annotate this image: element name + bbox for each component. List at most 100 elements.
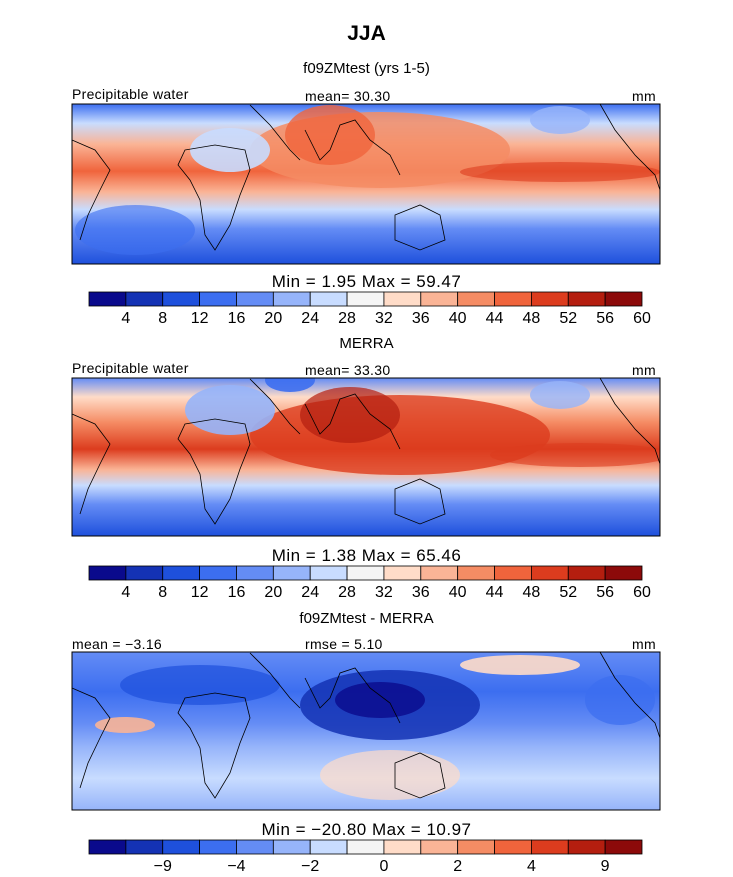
colorbar-3-swatch (162, 839, 201, 855)
panel-3-units-label: mm (632, 636, 656, 652)
colorbar-3-swatch (567, 839, 606, 855)
panel-3-min-max: Min = −20.80 Max = 10.97 (261, 820, 472, 839)
colorbar-2-tick-label: 52 (559, 584, 577, 601)
colorbar-1-tick-label: 52 (559, 310, 577, 327)
colorbar-2-swatch (272, 565, 311, 581)
colorbar-1-tick-label: 16 (228, 310, 246, 327)
colorbar-2-tick-label: 40 (449, 584, 467, 601)
colorbar-3-swatch (457, 839, 495, 855)
panel-3-title: f09ZMtest - MERRA (299, 610, 434, 627)
panel-2-map (72, 378, 660, 536)
colorbar-1-tick-label: 44 (486, 310, 504, 327)
colorbar-3-tick-label: 2 (453, 858, 462, 875)
panel-2-variable-label: Precipitable water (72, 360, 189, 376)
colorbar-1-swatch (346, 291, 385, 307)
colorbar-2-swatch (346, 565, 385, 581)
colorbar-3-swatch (494, 839, 532, 855)
colorbar-2-swatch (236, 565, 274, 581)
colorbar-1-tick-label: 36 (412, 310, 430, 327)
colorbar-1-swatch (309, 291, 348, 307)
colorbar-1-tick-label: 12 (191, 310, 209, 327)
colorbar-2-tick-label: 56 (596, 584, 614, 601)
panel-1-units-label: mm (632, 88, 656, 104)
colorbar-2-swatch (162, 565, 201, 581)
colorbar-3-tick-label: 0 (379, 858, 388, 875)
colorbar-3-swatch (125, 839, 164, 855)
panel-3-map (72, 652, 660, 810)
panel-1-min-max: Min = 1.95 Max = 59.47 (271, 272, 462, 291)
colorbar-2-tick-label: 44 (486, 584, 504, 601)
colorbar-1-swatch (420, 291, 459, 307)
colorbar-2-tick-label: 48 (523, 584, 541, 601)
main-title: JJA (347, 22, 386, 45)
colorbar-1-swatch (272, 291, 311, 307)
colorbar-2-tick-label: 24 (301, 584, 319, 601)
colorbar-1-swatch (88, 291, 127, 307)
colorbar-1-tick-label: 48 (523, 310, 541, 327)
panel-3-mean-label: mean = −3.16 (72, 636, 162, 652)
colorbar-3-swatch (420, 839, 459, 855)
panel-2-colorbar: 4 8 12 16 20 24 28 32 36 40 44 48 52 56 60 (88, 565, 651, 601)
colorbar-2-swatch (88, 565, 127, 581)
colorbar-1-tick-label: 28 (338, 310, 356, 327)
colorbar-2-tick-label: 4 (121, 584, 130, 601)
colorbar-3-tick-label: 9 (601, 858, 610, 875)
panel-1-mean-label: mean= 30.30 (305, 88, 391, 104)
colorbar-2-tick-label: 12 (191, 584, 209, 601)
colorbar-2-tick-label: 28 (338, 584, 356, 601)
colorbar-1-swatch (494, 291, 532, 307)
colorbar-3-tick-label: −4 (227, 858, 245, 875)
colorbar-2-swatch (420, 565, 459, 581)
colorbar-1-tick-label: 24 (301, 310, 319, 327)
colorbar-2-tick-label: 36 (412, 584, 430, 601)
colorbar-3-swatch (199, 839, 237, 855)
colorbar-1-swatch (604, 291, 643, 307)
colorbar-2-swatch (199, 565, 237, 581)
colorbar-2-tick-label: 8 (158, 584, 167, 601)
colorbar-1-swatch (383, 291, 422, 307)
colorbar-2-tick-label: 20 (264, 584, 282, 601)
panel-2-frame (71, 377, 661, 537)
colorbar-1-tick-label: 20 (264, 310, 282, 327)
colorbar-1-swatch (236, 291, 274, 307)
continent-outlines-panel-2 (71, 377, 661, 525)
colorbar-3-swatch (531, 839, 569, 855)
panel-1-colorbar: 4 8 12 16 20 24 28 32 36 40 44 48 52 56 60 (88, 291, 651, 327)
panel-2-title: MERRA (339, 335, 394, 352)
colorbar-3-swatch (309, 839, 348, 855)
colorbar-2-swatch (531, 565, 569, 581)
panel-2-mean-label: mean= 33.30 (305, 362, 391, 378)
panel-3-colorbar: −9 −4 −2 0 2 4 9 (88, 839, 643, 875)
colorbar-1-swatch (162, 291, 201, 307)
colorbar-2-swatch (125, 565, 164, 581)
colorbar-2-swatch (383, 565, 422, 581)
colorbar-3-swatch (383, 839, 422, 855)
panel-2-units-label: mm (632, 362, 656, 378)
colorbar-1-tick-label: 56 (596, 310, 614, 327)
colorbar-3-swatch (236, 839, 274, 855)
colorbar-1-tick-label: 32 (375, 310, 393, 327)
colorbar-2-swatch (309, 565, 348, 581)
colorbar-1-swatch (199, 291, 237, 307)
colorbar-3-swatch (272, 839, 311, 855)
colorbar-2-swatch (604, 565, 643, 581)
colorbar-1-swatch (567, 291, 606, 307)
colorbar-3-swatch (604, 839, 643, 855)
panel-3-frame (71, 651, 661, 811)
panel-1-title: f09ZMtest (yrs 1-5) (303, 60, 430, 77)
colorbar-1-tick-label: 4 (121, 310, 130, 327)
colorbar-2-swatch (494, 565, 532, 581)
colorbar-1-tick-label: 40 (449, 310, 467, 327)
colorbar-1-swatch (531, 291, 569, 307)
panel-2-min-max: Min = 1.38 Max = 65.46 (271, 546, 462, 565)
continent-outlines-panel-3 (71, 651, 661, 799)
colorbar-1-swatch (457, 291, 495, 307)
colorbar-1-tick-label: 8 (158, 310, 167, 327)
panel-1-map (72, 104, 660, 264)
colorbar-3-swatch (346, 839, 385, 855)
colorbar-2-tick-label: 16 (228, 584, 246, 601)
colorbar-1-swatch (125, 291, 164, 307)
colorbar-3-swatch (88, 839, 127, 855)
colorbar-2-swatch (457, 565, 495, 581)
